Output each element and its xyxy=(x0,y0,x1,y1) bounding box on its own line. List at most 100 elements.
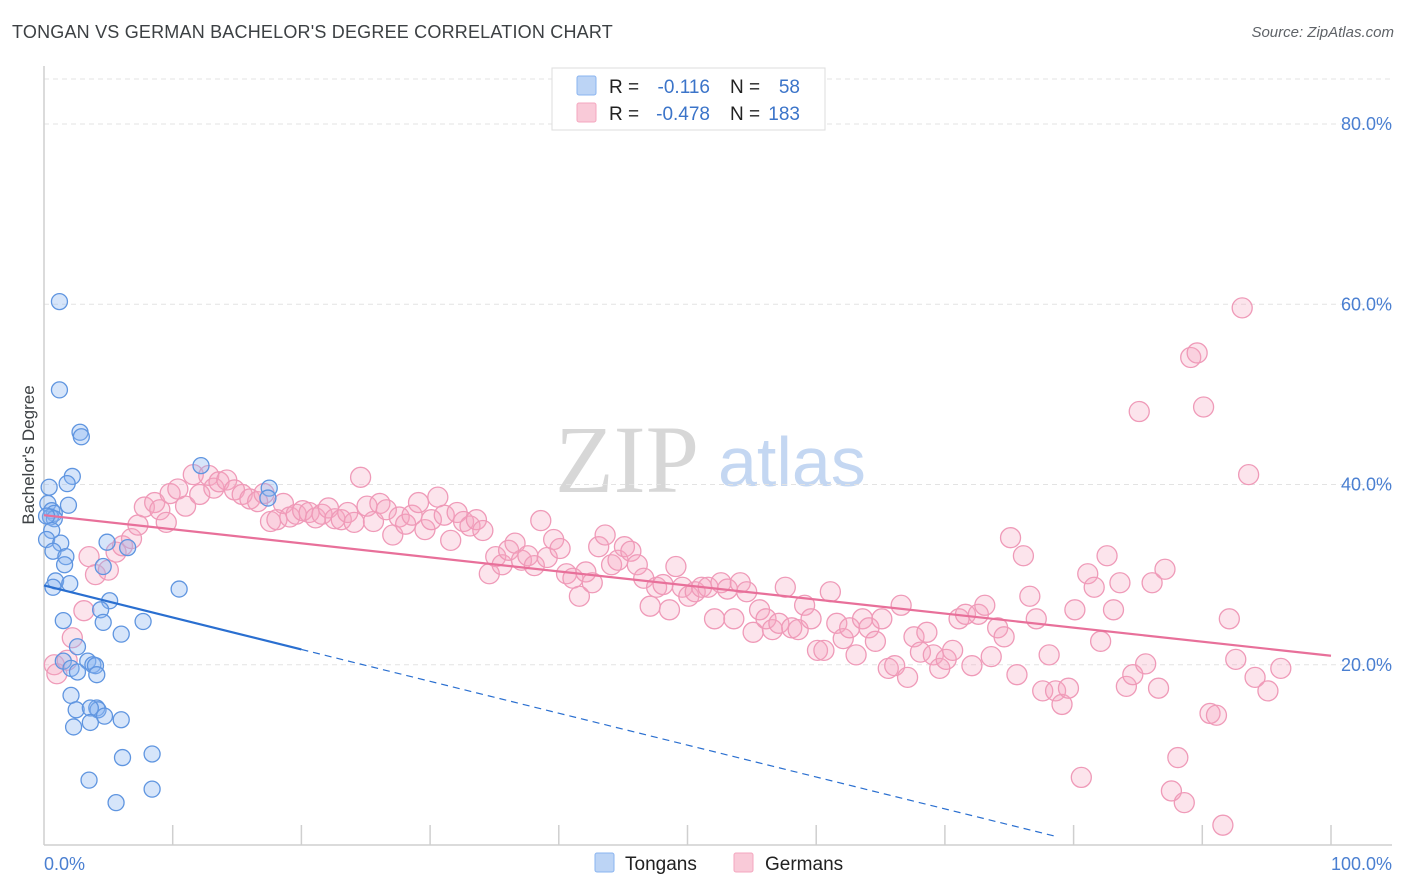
tongan-point xyxy=(143,780,161,798)
german-point xyxy=(1038,644,1060,666)
german-point xyxy=(1115,675,1138,698)
german-point xyxy=(890,594,912,616)
german-point xyxy=(1270,657,1292,680)
german-point xyxy=(1006,664,1028,686)
german-point xyxy=(549,537,571,560)
legend-n-label-germans: N = xyxy=(730,104,760,125)
german-point xyxy=(523,554,545,577)
chart-title: TONGAN VS GERMAN BACHELOR'S DEGREE CORRE… xyxy=(12,22,613,42)
german-point xyxy=(427,486,449,508)
tongan-point xyxy=(112,711,130,729)
german-point xyxy=(980,646,1002,668)
legend-r-value-tongans: -0.116 xyxy=(658,77,710,98)
trend-lines xyxy=(43,514,1332,837)
tongans-trend-line xyxy=(43,584,302,651)
german-point xyxy=(813,639,835,661)
german-point xyxy=(149,499,171,521)
germans-trend-line xyxy=(43,514,1332,657)
tongan-point xyxy=(94,613,112,632)
tongan-point xyxy=(119,538,137,557)
german-point xyxy=(658,599,681,621)
german-point xyxy=(311,503,333,525)
german-point xyxy=(941,639,964,661)
german-point xyxy=(343,511,365,534)
german-point xyxy=(703,608,726,630)
german-point xyxy=(369,492,391,515)
german-point xyxy=(465,509,488,531)
german-point xyxy=(626,554,648,576)
german-point xyxy=(266,509,288,531)
german-point xyxy=(1083,576,1105,598)
y-tick-label: 80.0% xyxy=(1341,114,1392,134)
x-axis-ticks xyxy=(171,825,1332,845)
tongan-point xyxy=(107,793,125,812)
tongan-point xyxy=(61,575,79,593)
stats-legend: R = -0.116 N = 58 R = -0.478 N = 183 xyxy=(551,67,826,131)
bottom-legend-label-tongans: Tongans xyxy=(625,854,697,875)
x-tick-label-max: 100.0% xyxy=(1331,854,1392,874)
legend-r-label-germans: R = xyxy=(609,104,639,125)
german-point xyxy=(1186,342,1208,364)
german-point xyxy=(793,594,816,616)
y-axis-label: Bachelor's Degree xyxy=(19,385,38,524)
german-point xyxy=(1070,766,1092,789)
german-point xyxy=(755,608,777,630)
german-point xyxy=(916,621,938,643)
german-point xyxy=(588,536,610,558)
tongan-point xyxy=(81,713,99,732)
german-point xyxy=(73,600,95,622)
german-point xyxy=(105,541,127,563)
german-point xyxy=(1237,463,1260,486)
german-point xyxy=(871,608,893,630)
tongan-point xyxy=(64,718,83,736)
german-point xyxy=(845,644,867,666)
german-point xyxy=(1225,648,1247,671)
german-point xyxy=(440,529,462,552)
tongan-point xyxy=(88,666,106,684)
german-point xyxy=(575,561,597,583)
german-point xyxy=(1135,653,1157,675)
german-point xyxy=(1019,585,1041,607)
tongan-point xyxy=(91,601,110,619)
german-point xyxy=(896,666,919,689)
german-point xyxy=(1089,630,1112,652)
german-point xyxy=(459,515,481,537)
legend-n-label-tongans: N = xyxy=(730,77,760,98)
german-point xyxy=(594,524,616,546)
german-point xyxy=(1231,297,1253,319)
german-point xyxy=(189,483,211,506)
german-point xyxy=(1057,677,1080,699)
tongan-point xyxy=(81,699,99,717)
tongan-point xyxy=(59,496,78,514)
german-point xyxy=(993,626,1015,648)
tongan-point xyxy=(112,625,130,643)
german-point xyxy=(620,540,642,562)
tongan-point xyxy=(40,478,58,496)
german-point xyxy=(1077,563,1099,585)
german-point xyxy=(420,509,443,531)
tongan-point xyxy=(113,748,132,767)
german-point xyxy=(407,491,430,514)
german-point xyxy=(909,641,932,663)
german-point xyxy=(133,496,156,518)
legend-n-value-tongans: 58 xyxy=(779,77,800,98)
tongan-point xyxy=(192,456,210,475)
data-points xyxy=(37,292,1292,836)
german-point xyxy=(768,612,790,634)
german-point xyxy=(806,639,829,661)
watermark-zip: ZIP xyxy=(555,406,699,513)
tongan-point xyxy=(259,489,277,507)
y-axis-tick-labels: 20.0% 40.0% 60.0% 80.0% xyxy=(1341,114,1392,675)
german-point xyxy=(174,495,197,517)
tongan-point xyxy=(86,657,105,675)
bottom-legend-swatch-germans xyxy=(733,852,754,873)
german-point xyxy=(1173,791,1195,814)
german-point xyxy=(1141,572,1163,594)
tongan-point xyxy=(55,556,74,574)
legend-n-value-germans: 183 xyxy=(768,104,800,125)
tongan-point xyxy=(43,521,61,540)
tongan-point xyxy=(50,381,69,399)
german-point xyxy=(1096,545,1118,567)
tongan-point xyxy=(62,686,80,705)
